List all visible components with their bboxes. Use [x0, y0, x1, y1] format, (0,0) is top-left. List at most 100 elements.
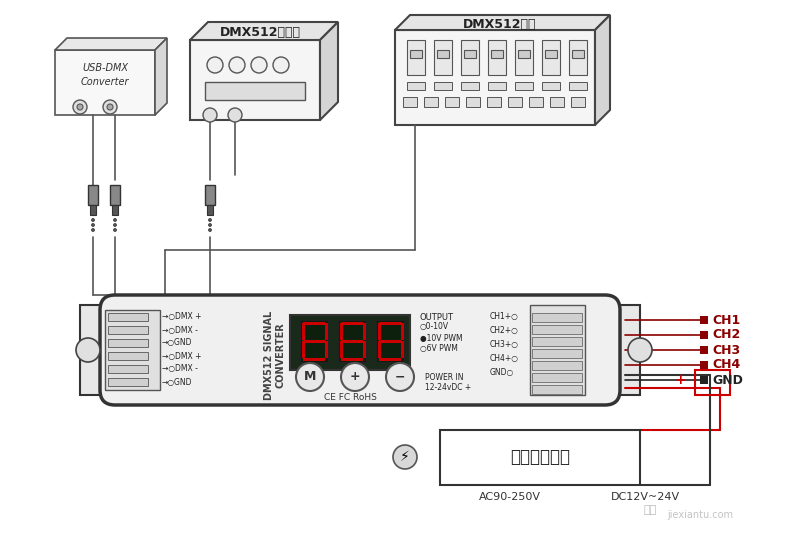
Circle shape	[228, 108, 242, 122]
Bar	[341, 358, 363, 361]
Bar	[530, 305, 585, 395]
Bar	[190, 40, 320, 120]
Circle shape	[113, 229, 116, 232]
Bar	[303, 322, 325, 325]
Text: GND: GND	[712, 373, 743, 387]
Bar	[508, 97, 522, 107]
Bar	[700, 316, 708, 324]
Text: ⚡: ⚡	[400, 450, 410, 464]
Text: →○DMX -: →○DMX -	[162, 326, 198, 334]
Text: CH4+○: CH4+○	[490, 355, 519, 364]
Bar	[410, 50, 422, 58]
Bar	[90, 205, 96, 215]
Bar	[407, 40, 425, 75]
Bar	[545, 50, 557, 58]
Bar	[445, 97, 459, 107]
Bar	[340, 341, 343, 358]
Text: −: −	[395, 371, 406, 383]
Polygon shape	[155, 38, 167, 115]
Text: →○DMX +: →○DMX +	[162, 351, 201, 360]
Circle shape	[386, 363, 414, 391]
Bar	[207, 205, 213, 215]
Bar	[363, 323, 366, 340]
Bar	[379, 340, 401, 343]
Bar	[110, 185, 120, 205]
Bar	[491, 50, 503, 58]
Bar	[378, 323, 381, 340]
Bar	[461, 82, 479, 90]
Circle shape	[296, 363, 324, 391]
Bar	[571, 97, 585, 107]
Text: 12-24vDC +: 12-24vDC +	[425, 383, 472, 392]
Bar	[340, 323, 343, 340]
Bar	[515, 82, 533, 90]
Bar	[487, 97, 501, 107]
Polygon shape	[320, 22, 338, 120]
Circle shape	[208, 224, 211, 226]
Circle shape	[91, 229, 94, 232]
Bar	[550, 97, 564, 107]
Bar	[303, 340, 325, 343]
Text: CE FC RoHS: CE FC RoHS	[324, 392, 376, 402]
Bar	[108, 326, 148, 334]
Bar	[338, 320, 366, 362]
Bar	[515, 40, 533, 75]
Text: 恒压开关电源: 恒压开关电源	[510, 448, 570, 466]
Text: 线图: 线图	[644, 505, 656, 515]
Bar	[302, 341, 305, 358]
Bar	[569, 82, 587, 90]
Bar	[542, 40, 560, 75]
Bar	[695, 370, 730, 395]
Bar	[518, 50, 530, 58]
Circle shape	[393, 445, 417, 469]
Bar	[529, 97, 543, 107]
Circle shape	[91, 224, 94, 226]
Bar	[532, 385, 582, 394]
Circle shape	[73, 100, 87, 114]
Circle shape	[203, 108, 217, 122]
Bar	[437, 50, 449, 58]
Text: CH3+○: CH3+○	[490, 341, 519, 349]
Bar	[700, 346, 708, 354]
Text: AC90-250V: AC90-250V	[479, 492, 541, 502]
Text: POWER IN: POWER IN	[425, 373, 464, 382]
Bar	[205, 82, 305, 100]
FancyBboxPatch shape	[100, 295, 620, 405]
Circle shape	[341, 363, 369, 391]
Text: CH2+○: CH2+○	[490, 326, 519, 335]
Circle shape	[208, 218, 211, 222]
Bar	[341, 322, 363, 325]
Polygon shape	[395, 15, 610, 30]
Bar	[105, 310, 160, 390]
Text: +: +	[674, 373, 686, 387]
Bar	[532, 337, 582, 346]
Bar	[88, 185, 98, 205]
Bar	[700, 361, 708, 369]
Circle shape	[207, 57, 223, 73]
Text: USB-DMX: USB-DMX	[82, 63, 128, 73]
Circle shape	[77, 104, 83, 110]
Text: ○0-10V: ○0-10V	[420, 323, 449, 332]
Bar	[401, 323, 404, 340]
Text: Converter: Converter	[81, 77, 129, 87]
Circle shape	[208, 229, 211, 232]
Bar	[569, 40, 587, 75]
Text: →○GND: →○GND	[162, 378, 193, 387]
Bar	[379, 322, 401, 325]
Bar	[205, 185, 215, 205]
Bar	[108, 313, 148, 321]
Bar	[461, 40, 479, 75]
Bar	[341, 340, 363, 343]
Text: CH1+○: CH1+○	[490, 312, 519, 321]
Bar	[108, 365, 148, 373]
Text: GND○: GND○	[490, 368, 514, 378]
Polygon shape	[190, 22, 338, 40]
Text: →○GND: →○GND	[162, 339, 193, 348]
Circle shape	[76, 338, 100, 362]
Bar	[572, 50, 584, 58]
Bar	[424, 97, 438, 107]
Bar	[378, 341, 381, 358]
Text: +: +	[350, 371, 360, 383]
Text: CH1: CH1	[712, 313, 740, 326]
Bar	[376, 320, 404, 362]
